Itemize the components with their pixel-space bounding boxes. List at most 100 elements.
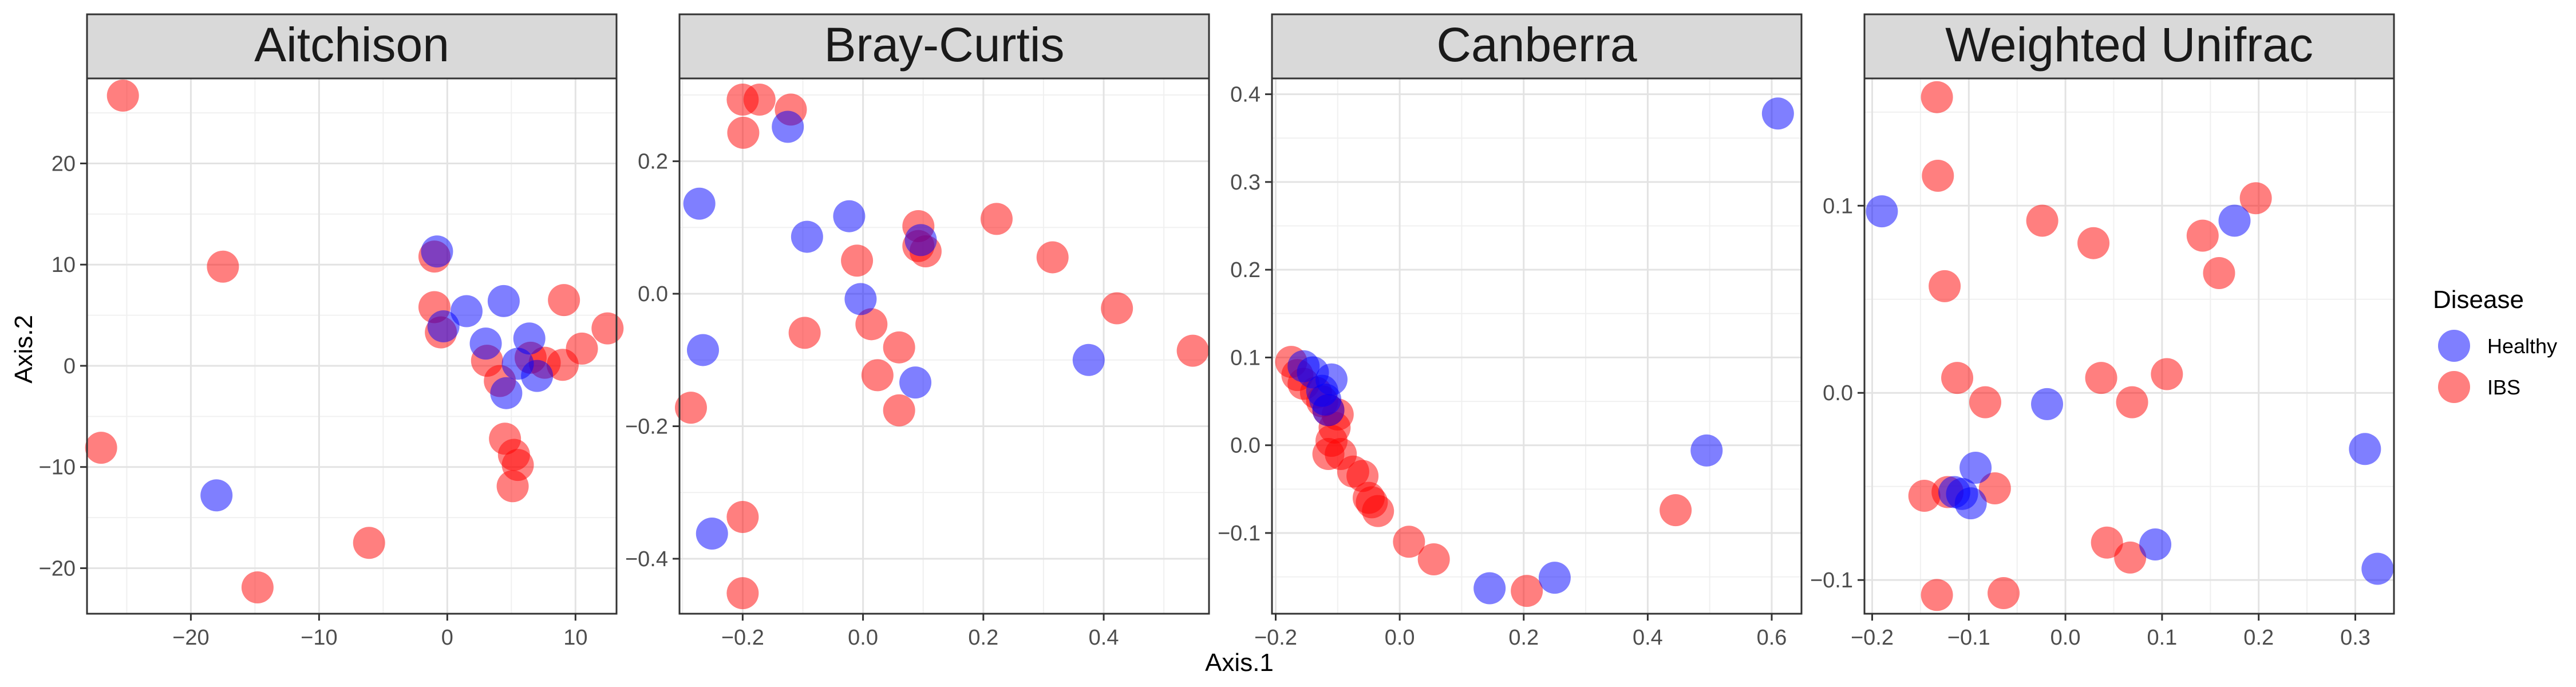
point-ibs [2151, 358, 2183, 390]
point-ibs [1978, 472, 2011, 504]
y-tick-label: −0.2 [625, 415, 668, 439]
points-canberra [1275, 97, 1794, 607]
x-tick-label: 0.2 [2243, 626, 2274, 650]
x-tick-label: 0.0 [2050, 626, 2081, 650]
y-tick-label: 0.3 [1230, 171, 1261, 195]
panel-border-aitchison [86, 77, 618, 615]
point-healthy [683, 187, 716, 220]
point-ibs [1969, 386, 2001, 418]
point-healthy [513, 322, 546, 355]
point-ibs [674, 392, 707, 424]
legend-key-healthy [2438, 330, 2470, 362]
point-healthy [427, 310, 460, 343]
point-ibs [1511, 575, 1543, 607]
y-tick-label: 0 [64, 354, 76, 378]
x-tick-label: 0.1 [2147, 626, 2177, 650]
x-tick-label: 0.4 [1089, 626, 1119, 650]
point-ibs [855, 308, 888, 341]
strip-title-weighted-unifrac: Weighted Unifrac [1945, 18, 2313, 72]
point-ibs [1922, 160, 1954, 192]
point-healthy [1538, 562, 1571, 594]
point-healthy [2139, 528, 2172, 561]
y-tick-label: −20 [39, 556, 76, 581]
x-axis-ticks-canberra: −0.2 0.0 0.2 0.4 0.6 [1254, 614, 1787, 650]
point-ibs [1988, 577, 2020, 610]
panel-bray-curtis: Bray-Curtis −0.2 0.0 0.2 0.4 −0.4 −0.2 0.0 0.2 [625, 13, 1210, 650]
x-tick-label: −10 [301, 626, 337, 650]
y-tick-label: −0.1 [1218, 522, 1261, 546]
point-healthy [487, 285, 520, 317]
point-ibs [980, 203, 1013, 235]
plot-area-bray-curtis [679, 78, 1209, 614]
point-healthy [1072, 344, 1105, 376]
point-ibs [1417, 543, 1450, 575]
y-tick-label: 20 [52, 152, 76, 176]
panel-canberra: Canberra −0.2 0.0 0.2 0.4 0.6 −0.1 0.0 0.1 0.2 0.3… [1218, 13, 1803, 650]
y-axis-title: Axis.2 [10, 315, 38, 384]
x-axis-ticks-aitchison: −20 −10 0 10 [172, 614, 587, 650]
point-healthy [1690, 434, 1723, 467]
x-axis-ticks-bray-curtis: −0.2 0.0 0.2 0.4 [721, 614, 1119, 650]
point-healthy [450, 295, 483, 327]
point-healthy [521, 360, 554, 392]
point-healthy [1473, 572, 1506, 605]
y-tick-label: −10 [39, 456, 76, 480]
gridlines-aitchison [87, 78, 617, 614]
point-healthy [421, 235, 453, 268]
x-axis-title: Axis.1 [1205, 649, 1274, 677]
point-healthy [2218, 204, 2251, 237]
point-ibs [2186, 219, 2219, 252]
point-healthy [469, 327, 502, 360]
y-tick-label: 0.1 [1823, 194, 1853, 218]
point-ibs [727, 116, 760, 149]
point-ibs [1362, 495, 1394, 527]
point-healthy [833, 200, 866, 232]
point-ibs [591, 312, 624, 345]
legend-item-ibs: IBS [2438, 371, 2520, 403]
point-ibs [85, 432, 117, 464]
y-tick-label: 0.0 [1823, 381, 1853, 405]
point-ibs [1929, 270, 1961, 302]
point-ibs [2085, 362, 2117, 394]
point-ibs [566, 332, 598, 365]
y-axis-ticks-aitchison: −20 −10 0 10 20 [39, 152, 87, 581]
point-ibs [883, 331, 915, 364]
point-ibs [106, 80, 139, 112]
legend: Disease Healthy IBS [2433, 286, 2557, 403]
point-ibs [207, 250, 239, 283]
point-ibs [1393, 526, 1425, 558]
x-tick-label: 0 [441, 626, 453, 650]
x-tick-label: −20 [172, 626, 209, 650]
panel-border-bray-curtis [678, 77, 1210, 615]
x-tick-label: −0.1 [1947, 626, 1990, 650]
point-healthy [1954, 487, 1987, 520]
x-tick-label: 10 [563, 626, 587, 650]
legend-label-ibs: IBS [2487, 376, 2520, 399]
point-ibs [1101, 292, 1133, 325]
point-healthy [2349, 433, 2381, 465]
y-tick-label: 0.4 [1230, 83, 1261, 107]
point-healthy [899, 366, 932, 399]
point-ibs [2026, 204, 2059, 237]
point-ibs [2091, 526, 2123, 559]
strip-title-aitchison: Aitchison [254, 18, 449, 72]
y-axis-ticks-bray-curtis: −0.4 −0.2 0.0 0.2 [625, 150, 679, 571]
y-tick-label: 10 [52, 253, 76, 277]
point-healthy [1315, 363, 1348, 396]
point-healthy [2361, 552, 2394, 585]
point-ibs [726, 577, 759, 610]
y-axis-ticks-weighted-unifrac: −0.1 0.0 0.1 [1810, 194, 1864, 593]
point-ibs [726, 501, 759, 534]
panel-weighted-unifrac: Weighted Unifrac −0.2 −0.1 0.0 0.1 0.2 0.3 −0.1… [1810, 13, 2395, 650]
point-ibs [861, 359, 894, 392]
y-tick-label: −0.4 [625, 547, 668, 571]
point-healthy [1312, 394, 1345, 427]
point-ibs [353, 527, 385, 559]
point-healthy [200, 479, 233, 512]
point-ibs [788, 317, 821, 349]
point-ibs [2114, 541, 2147, 574]
strip-bray-curtis [678, 13, 1210, 80]
strip-title-canberra: Canberra [1436, 18, 1637, 72]
point-ibs [883, 394, 915, 427]
